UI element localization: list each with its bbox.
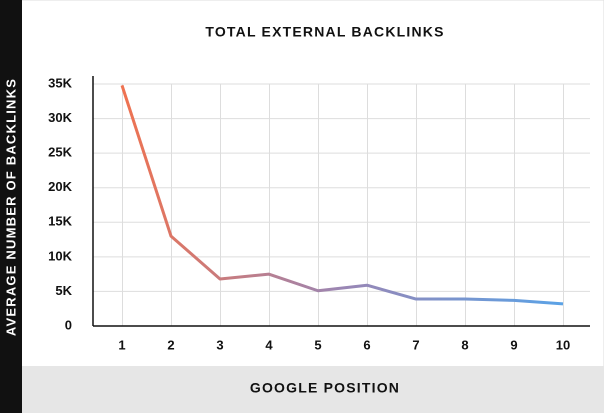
chart-title: TOTAL EXTERNAL BACKLINKS — [205, 24, 444, 40]
x-tick-label: 3 — [216, 337, 223, 352]
y-axis-label: AVERAGE NUMBER OF BACKLINKS — [3, 78, 18, 336]
x-tick-label: 5 — [314, 337, 321, 352]
x-tick-label: 2 — [167, 337, 174, 352]
x-tick-label: 10 — [556, 337, 570, 352]
y-tick-label: 10K — [48, 248, 72, 263]
y-tick-label: 5K — [55, 283, 72, 298]
y-tick-label: 25K — [48, 145, 72, 160]
y-tick-label: 35K — [48, 75, 72, 90]
y-tick-label: 30K — [48, 110, 72, 125]
y-tick-label: 20K — [48, 179, 72, 194]
x-tick-label: 7 — [412, 337, 419, 352]
line — [120, 84, 564, 306]
y-tick-label: 0 — [65, 317, 72, 332]
x-tick-label: 6 — [363, 337, 370, 352]
x-tick-label: 4 — [265, 337, 273, 352]
y-tick-label: 15K — [48, 214, 72, 229]
x-tick-label: 9 — [510, 337, 517, 352]
x-tick-label: 1 — [118, 337, 125, 352]
x-tick-label: 8 — [461, 337, 468, 352]
x-axis-label: GOOGLE POSITION — [250, 380, 400, 396]
y-label-band — [0, 0, 22, 413]
x-label-band — [22, 366, 604, 413]
